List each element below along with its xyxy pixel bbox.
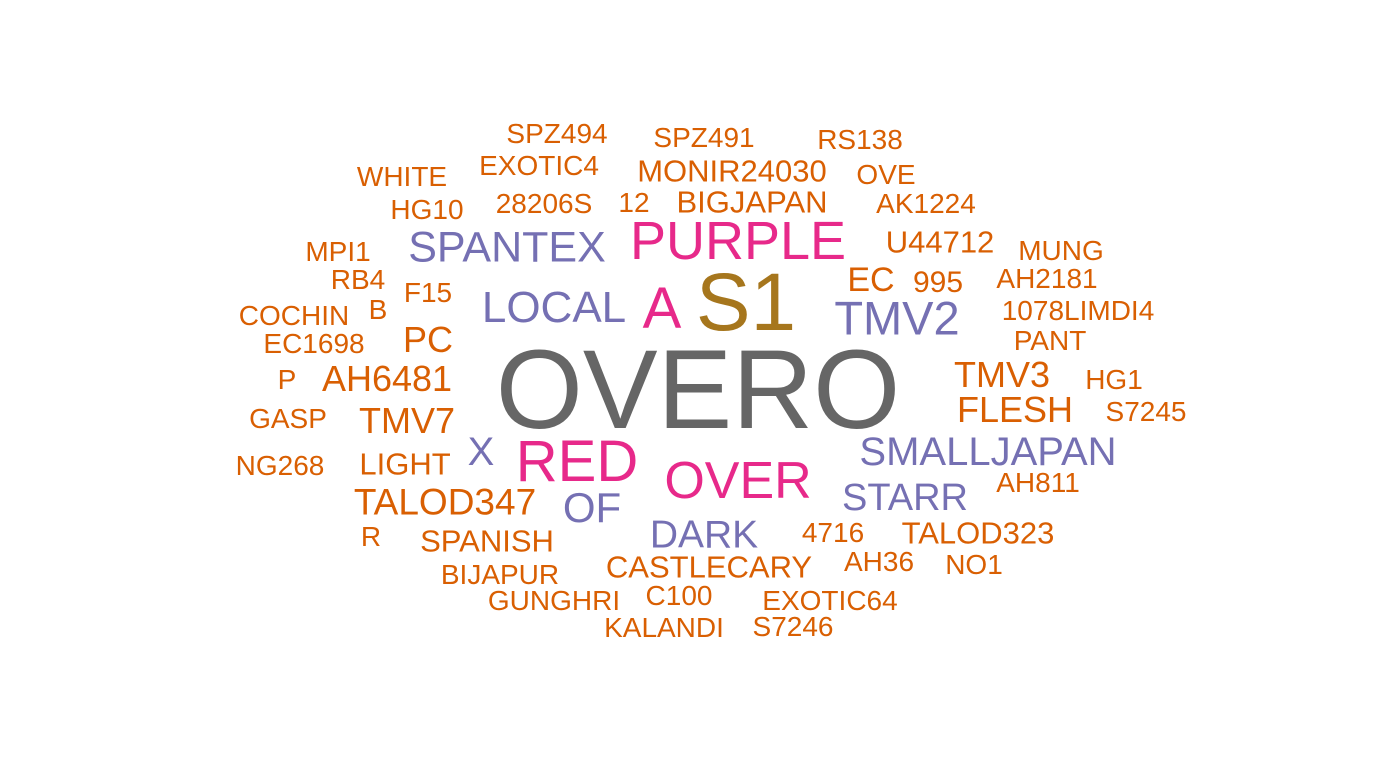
word-ah6481: AH6481 (321, 358, 453, 399)
word-ec1698: EC1698 (263, 328, 365, 359)
word-over: OVER (664, 452, 812, 510)
word-ah2181: AH2181 (996, 263, 1098, 294)
word-talod347: TALOD347 (353, 481, 537, 523)
word-b: B (368, 294, 388, 325)
word-ah811: AH811 (996, 467, 1080, 498)
word-cochin: COCHIN (238, 300, 350, 331)
word-rb4: RB4 (330, 264, 386, 295)
word-purple: PURPLE (629, 211, 847, 271)
word-kalandi: KALANDI (604, 612, 724, 643)
word-s7245: S7245 (1105, 396, 1187, 427)
word-no1: NO1 (945, 549, 1003, 580)
word-995: 995 (912, 266, 964, 299)
word-ng268: NG268 (235, 450, 325, 481)
word-mpi1: MPI1 (305, 236, 371, 267)
word-tmv7: TMV7 (358, 400, 456, 441)
word-dark: DARK (649, 513, 759, 557)
word-1078limdi4: 1078LIMDI4 (1001, 295, 1155, 326)
word-spz494: SPZ494 (506, 118, 608, 149)
word-r: R (360, 521, 382, 552)
word-red: RED (515, 429, 639, 494)
word-p: P (277, 364, 297, 395)
word-smalljapan: SMALLJAPAN (859, 430, 1117, 474)
word-c100: C100 (645, 580, 713, 611)
word-x: X (467, 430, 495, 474)
word-of: OF (562, 484, 622, 531)
word-spantex: SPANTEX (408, 223, 606, 272)
word-ove: OVE (856, 159, 916, 190)
word-4716: 4716 (801, 517, 865, 548)
word-white: WHITE (356, 161, 448, 192)
word-bijapur: BIJAPUR (440, 559, 560, 590)
word-mung: MUNG (1018, 235, 1104, 266)
word-s1: S1 (695, 257, 797, 348)
word-local: LOCAL (481, 283, 627, 332)
word-pant: PANT (1013, 325, 1087, 356)
word-tmv3: TMV3 (953, 354, 1051, 395)
word-overo: OVERO (495, 327, 901, 452)
word-f15: F15 (403, 277, 453, 308)
word-s7246: S7246 (752, 611, 834, 642)
word-rs138: RS138 (817, 124, 903, 155)
word-exotic4: EXOTIC4 (479, 150, 599, 181)
word-spanish: SPANISH (420, 523, 554, 559)
word-hg10: HG10 (390, 194, 464, 225)
word-u44712: U44712 (885, 224, 995, 260)
word-12: 12 (618, 187, 650, 218)
word-gunghri: GUNGHRI (487, 585, 621, 616)
word-light: LIGHT (359, 446, 451, 482)
word-talod323: TALOD323 (901, 515, 1055, 551)
word-tmv2: TMV2 (834, 291, 960, 345)
word-hg1: HG1 (1085, 364, 1143, 395)
word-exotic64: EXOTIC64 (762, 585, 898, 616)
word-castlecary: CASTLECARY (605, 549, 813, 585)
word-a: A (642, 276, 682, 341)
word-monir24030: MONIR24030 (637, 153, 827, 189)
word-ak1224: AK1224 (876, 188, 976, 219)
word-spz491: SPZ491 (653, 122, 755, 153)
word-starr: STARR (842, 477, 968, 519)
word-28206s: 28206S (495, 188, 593, 219)
word-bigjapan: BIGJAPAN (676, 184, 828, 220)
word-ec: EC (847, 261, 895, 299)
word-ah36: AH36 (843, 546, 915, 577)
word-pc: PC (402, 319, 454, 360)
word-gasp: GASP (249, 403, 327, 434)
word-flesh: FLESH (956, 389, 1074, 430)
